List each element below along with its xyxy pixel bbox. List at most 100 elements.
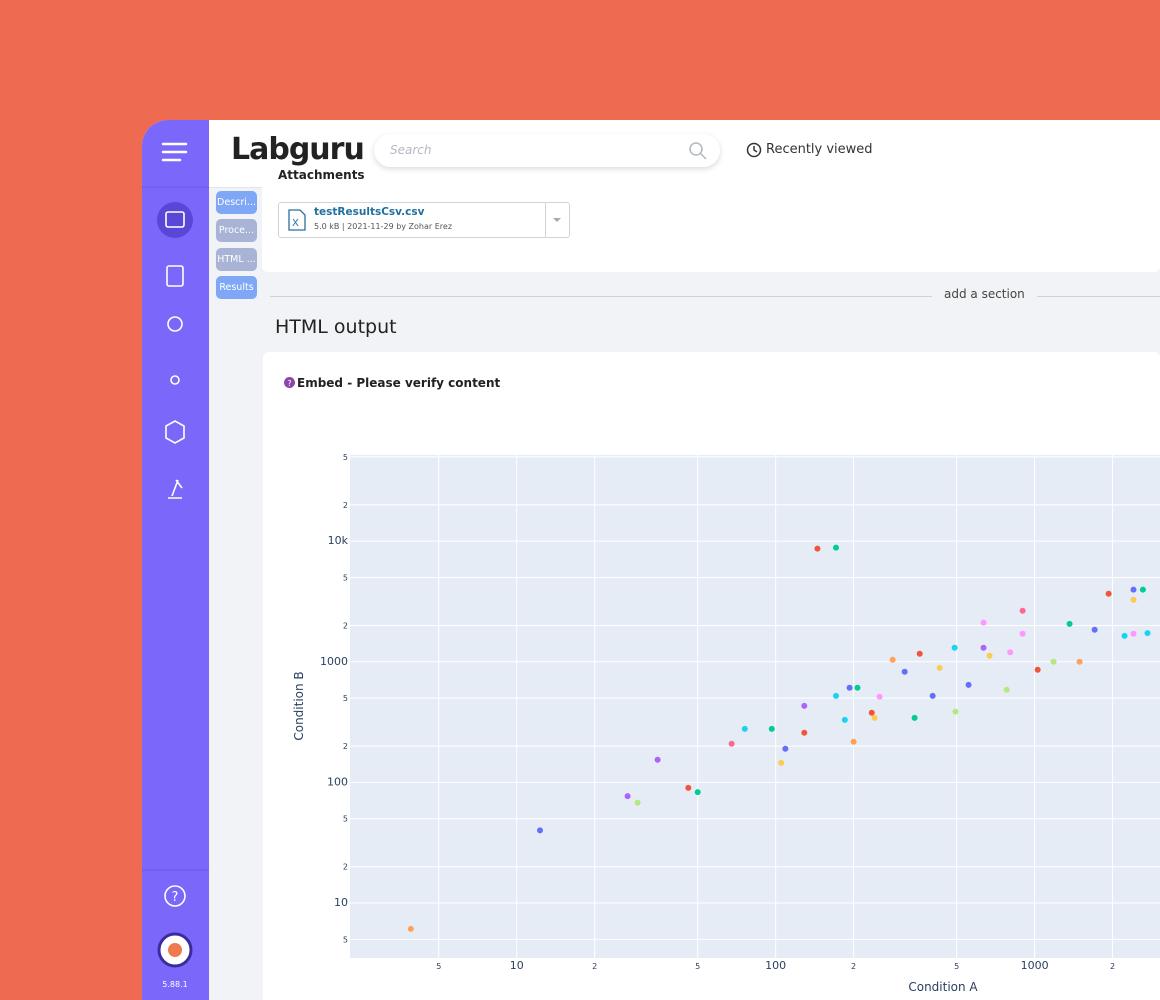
y-tick-label: 5 [343,453,348,462]
x-axis-title: Condition A [908,980,978,994]
x-tick-label: 5 [436,962,441,971]
search-box[interactable]: Search [374,134,720,167]
scatter-point [694,789,701,796]
nav-network[interactable] [170,375,180,385]
scatter-point [1144,630,1151,637]
scatter-point [889,656,896,663]
scatter-point [952,708,959,715]
scatter-point [854,684,861,691]
help-glyph: ? [172,890,179,905]
scatter-point [778,759,785,766]
scatter-point [965,681,972,688]
nav-protocols[interactable] [166,265,184,287]
scatter-point [407,925,414,932]
y-tick-label: 1000 [320,655,348,668]
scatter-point [841,716,848,723]
y-tick-label: 5 [343,935,348,944]
scatter-point [868,709,875,716]
scatter-point [1130,586,1137,593]
scatter-point [980,619,987,626]
embed-title: Embed - Please verify content [297,376,501,390]
file-meta: 5.0 kB | 2021-11-29 by Zohar Erez [314,222,453,231]
x-tick-label: 5 [954,962,959,971]
scatter-point [832,544,839,551]
sidebar: ? 5.88.1 [142,120,209,1000]
y-tick-label: 2 [343,742,348,751]
y-tick-label: 10 [334,896,348,909]
scatter-point [685,784,692,791]
plot-area [350,455,1160,958]
x-tick-label: 2 [851,962,856,971]
scatter-point [911,714,918,721]
scatter-point [1121,632,1128,639]
history-icon [746,142,762,158]
tab[interactable]: Descri... [216,191,257,214]
tab[interactable]: HTML ... [216,248,257,271]
scatter-point [624,793,631,800]
svg-text:?: ? [287,379,291,388]
nav-storage[interactable] [165,420,185,444]
nav-active-bg [157,202,193,238]
scatter-point [1007,649,1014,656]
file-dropdown[interactable] [552,216,562,224]
add-section[interactable]: add a section [932,287,1037,301]
scatter-point [1050,658,1057,665]
nav-inventory[interactable] [165,211,185,228]
scatter-point [850,738,857,745]
scatter-point [986,652,993,659]
y-tick-label: 2 [343,501,348,510]
header: Labguru Search Recently viewed [209,120,1160,188]
y-tick-label: 10k [328,534,349,547]
scatter-point [1139,586,1146,593]
scatter-point [901,668,908,675]
recently-viewed[interactable]: Recently viewed [766,142,873,157]
scatter-point [876,693,883,700]
scatter-point [1034,666,1041,673]
file-name[interactable]: testResultsCsv.csv [314,206,425,218]
scatter-point [1130,630,1137,637]
x-tick-label: 2 [1110,962,1115,971]
scatter-point [846,684,853,691]
scatter-point [1105,590,1112,597]
scatter-point [916,650,923,657]
help-icon[interactable] [164,885,186,907]
scatter-point [634,799,641,806]
search-placeholder: Search [390,143,432,157]
y-tick-label: 100 [327,775,348,788]
scatter-point [1003,686,1010,693]
section-title: HTML output [275,316,397,338]
scatter-point [1091,626,1098,633]
scatter-point [1019,607,1026,614]
divider [270,296,1160,297]
scatter-point [951,644,958,651]
scatter-point [1066,620,1073,627]
scatter-point [1076,658,1083,665]
y-tick-label: 5 [343,694,348,703]
scatter-point [936,664,943,671]
y-tick-label: 2 [343,621,348,630]
x-tick-label: 5 [695,962,700,971]
y-axis-title: Condition B [292,671,306,740]
nav-ideas[interactable] [167,316,183,332]
scatter-point [1130,596,1137,603]
search-icon [689,142,707,160]
tab[interactable]: Results [216,276,257,299]
file-attachment[interactable]: X testResultsCsv.csv 5.0 kB | 2021-11-29… [278,202,570,238]
embed-info-icon: ? [284,377,295,388]
scatter-point [871,714,878,721]
menu-icon[interactable] [161,142,188,162]
scatter-point [980,644,987,651]
x-tick-label: 10 [510,959,524,972]
scatter-point [728,740,735,747]
scatter-point [801,729,808,736]
tab[interactable]: Proce... [216,219,257,242]
scatter-point [654,756,661,763]
logo[interactable]: Labguru [231,132,365,167]
scatter-point [832,692,839,699]
x-tick-label: 1000 [1021,959,1049,972]
nav-equipment[interactable] [168,479,183,499]
y-tick-label: 5 [343,573,348,582]
y-tick-label: 2 [343,863,348,872]
